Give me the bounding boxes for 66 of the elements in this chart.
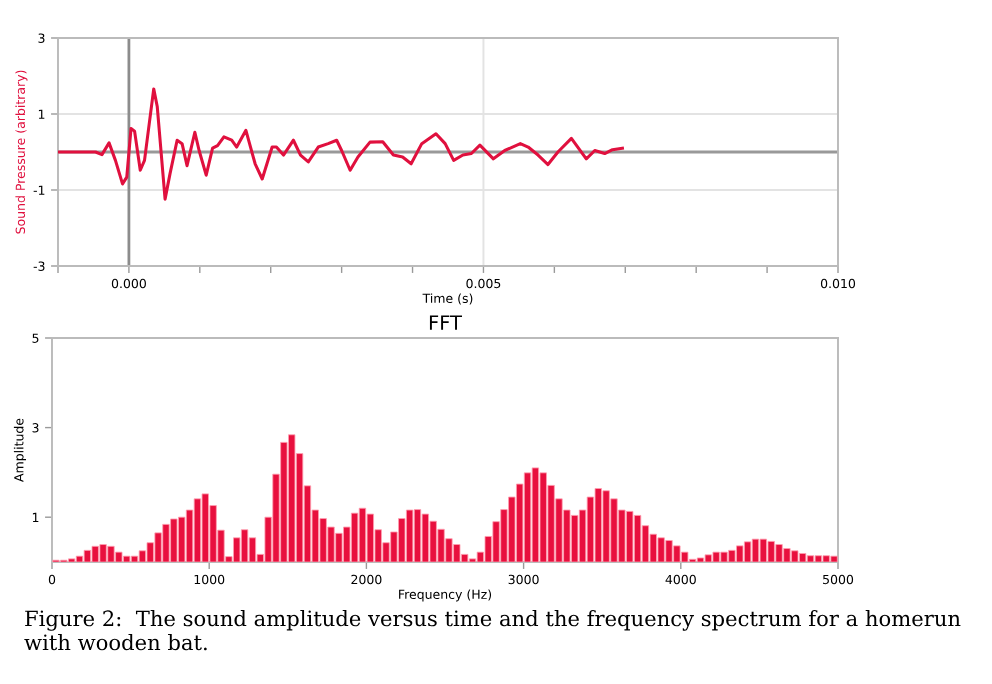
bar — [358, 507, 367, 562]
bar — [586, 496, 595, 562]
bar — [154, 532, 162, 562]
bar — [791, 550, 799, 562]
bar — [783, 548, 791, 562]
bar — [681, 551, 689, 562]
bar — [429, 520, 437, 562]
bar — [523, 472, 532, 562]
bar — [405, 509, 414, 562]
bar — [720, 551, 728, 562]
chart-title: FFT — [429, 315, 463, 330]
bar — [99, 544, 107, 562]
bar — [531, 467, 540, 562]
bar — [798, 553, 807, 562]
bar — [649, 533, 657, 562]
bar — [626, 510, 634, 562]
bar — [193, 498, 202, 562]
bar — [240, 529, 249, 562]
line-series — [58, 87, 624, 201]
bar — [107, 545, 115, 562]
bar — [366, 513, 374, 562]
bar — [335, 532, 343, 562]
bar — [814, 555, 822, 562]
bar — [602, 490, 610, 562]
bar — [759, 538, 767, 562]
bar — [728, 549, 736, 562]
bar — [673, 545, 681, 562]
bar — [248, 537, 257, 562]
bar — [704, 554, 712, 562]
bar — [453, 544, 461, 562]
bar — [633, 514, 642, 562]
bar — [91, 545, 99, 562]
bar — [288, 434, 296, 562]
caption: Figure 2: The sound amplitude versus time and the frequency spectrum for a homerun with wooden bat. — [24, 610, 961, 651]
bar — [806, 555, 815, 562]
bar — [162, 523, 170, 562]
bar — [822, 555, 830, 562]
bar — [610, 498, 618, 562]
bar — [130, 555, 139, 562]
bar — [178, 516, 186, 562]
bar — [170, 518, 178, 562]
bar — [201, 493, 209, 562]
bar — [138, 550, 147, 562]
bar — [736, 545, 744, 562]
bar — [115, 551, 123, 562]
bar — [539, 472, 547, 562]
bar — [751, 538, 760, 562]
bar — [437, 528, 445, 562]
bar — [657, 537, 665, 562]
bar — [830, 555, 838, 562]
bar — [280, 441, 288, 562]
bar — [413, 509, 422, 562]
bar — [594, 488, 602, 562]
bar — [665, 540, 673, 562]
bar — [327, 526, 335, 562]
bar — [123, 555, 131, 562]
bar — [350, 512, 359, 562]
bar — [712, 551, 720, 562]
bar — [233, 537, 241, 562]
bar — [75, 555, 84, 562]
bar — [775, 544, 783, 562]
bar — [571, 514, 579, 562]
bar — [743, 541, 752, 562]
bar — [421, 513, 429, 562]
bar — [83, 549, 92, 562]
bar — [767, 540, 775, 562]
